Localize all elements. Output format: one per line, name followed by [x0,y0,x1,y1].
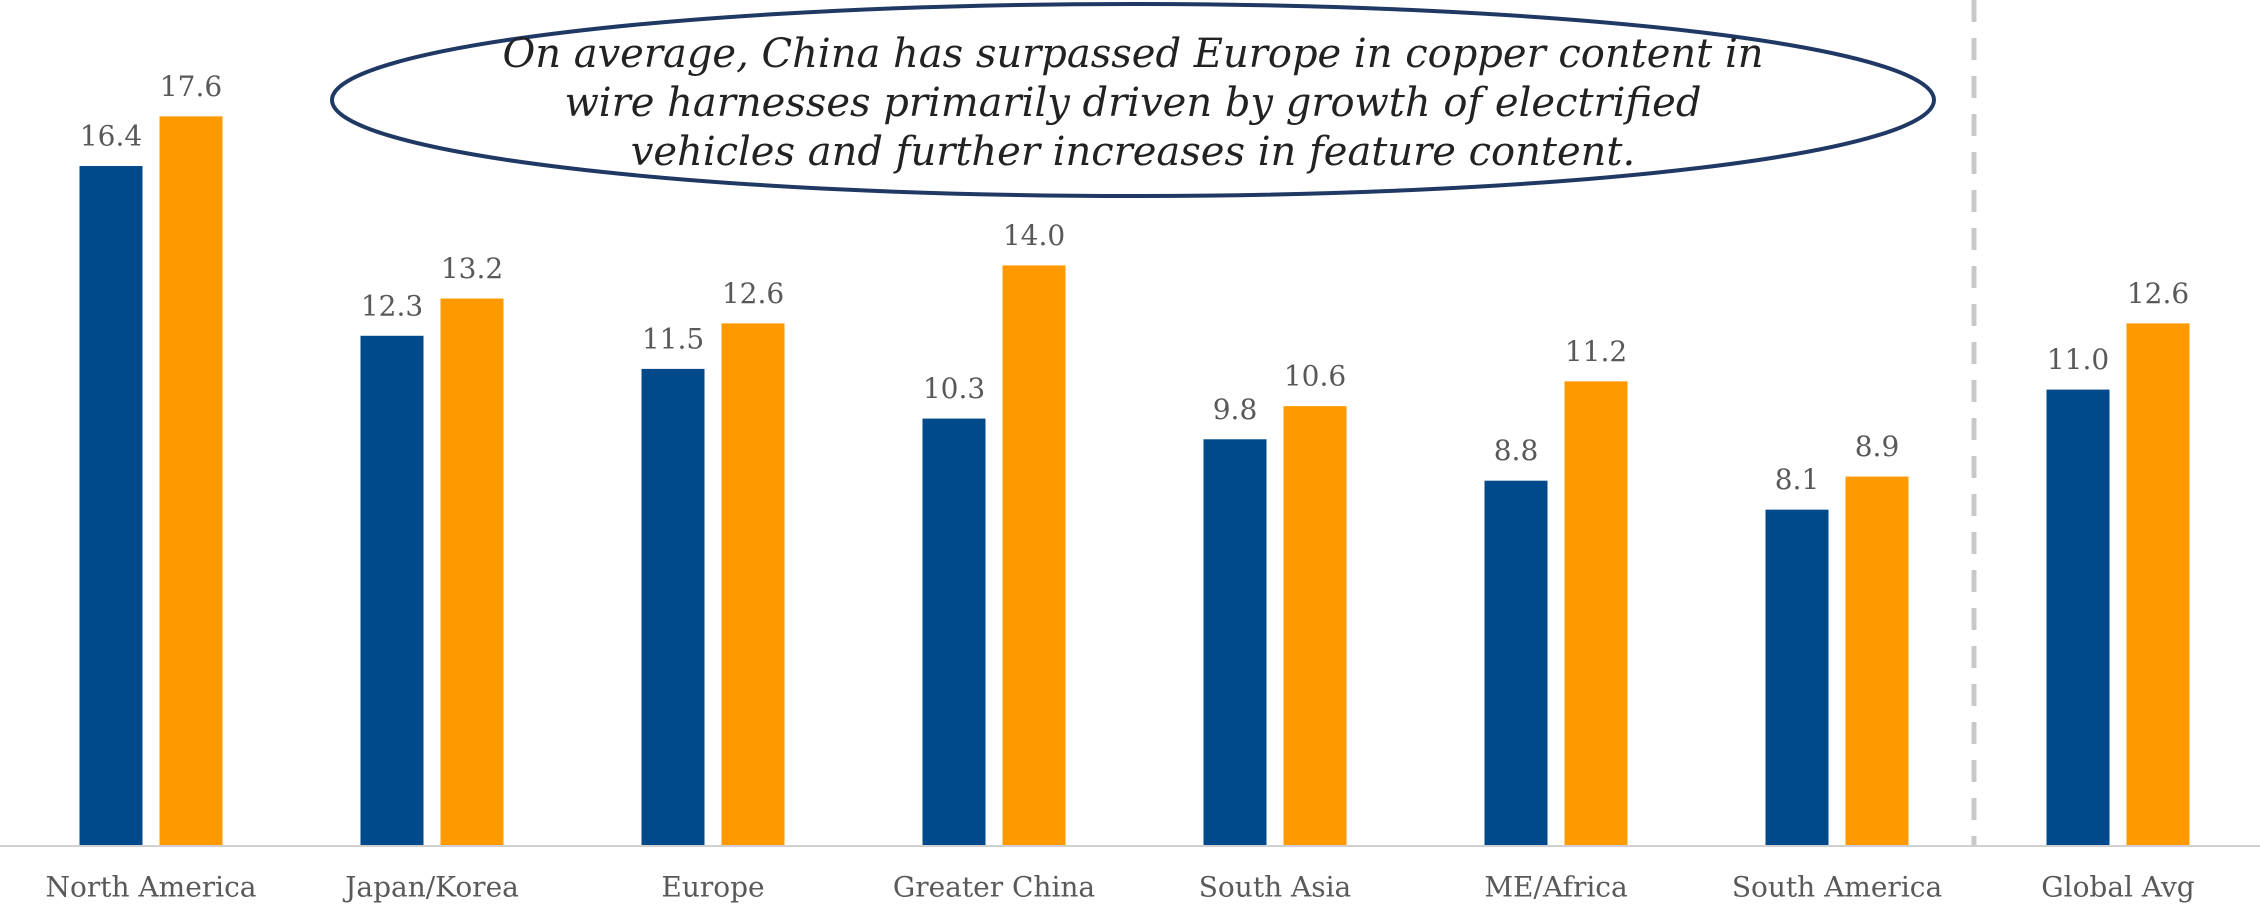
x-tick-label: Greater China [893,871,1095,904]
annotation: On average, China has surpassed Europe i… [502,31,1763,77]
data-label: 11.2 [1565,335,1627,368]
data-label: 12.6 [2127,277,2189,310]
data-label: 10.3 [923,372,985,405]
bar [1765,509,1829,845]
data-label: 9.8 [1213,393,1258,426]
bar [2126,323,2190,845]
x-tick-label: North America [46,871,257,904]
bar [641,368,705,845]
bar [922,418,986,845]
bar [360,335,424,845]
bar [440,298,504,845]
bar [1845,476,1909,845]
bar [1002,265,1066,845]
data-label: 16.4 [80,120,142,153]
data-label: 12.3 [361,289,423,322]
data-label: 8.9 [1855,430,1900,463]
bar [159,116,223,846]
bar [1484,480,1548,845]
data-label: 13.2 [441,252,503,285]
data-label: 11.5 [642,322,704,355]
data-label: 10.6 [1284,360,1346,393]
data-label: 12.6 [722,277,784,310]
x-tick-label: ME/Africa [1484,871,1627,904]
data-label: 11.0 [2047,343,2109,376]
bar [1203,439,1267,845]
x-tick-label: Global Avg [2041,871,2195,904]
annotation: wire harnesses primarily driven by growt… [565,80,1702,126]
bar [1564,381,1628,845]
x-tick-label: South Asia [1199,871,1352,904]
data-label: 8.1 [1775,463,1820,496]
annotation-ellipse [330,2,1936,198]
x-tick-label: Europe [661,871,764,904]
data-label: 14.0 [1003,219,1065,252]
x-tick-label: Japan/Korea [342,871,519,904]
bar [721,323,785,845]
bar [79,166,143,846]
x-tick-label: South America [1732,871,1942,904]
data-label: 17.6 [160,70,222,103]
bar [1283,406,1347,845]
annotation: vehicles and further increases in featur… [631,129,1635,175]
bar [2046,389,2110,845]
data-label: 8.8 [1494,434,1539,467]
